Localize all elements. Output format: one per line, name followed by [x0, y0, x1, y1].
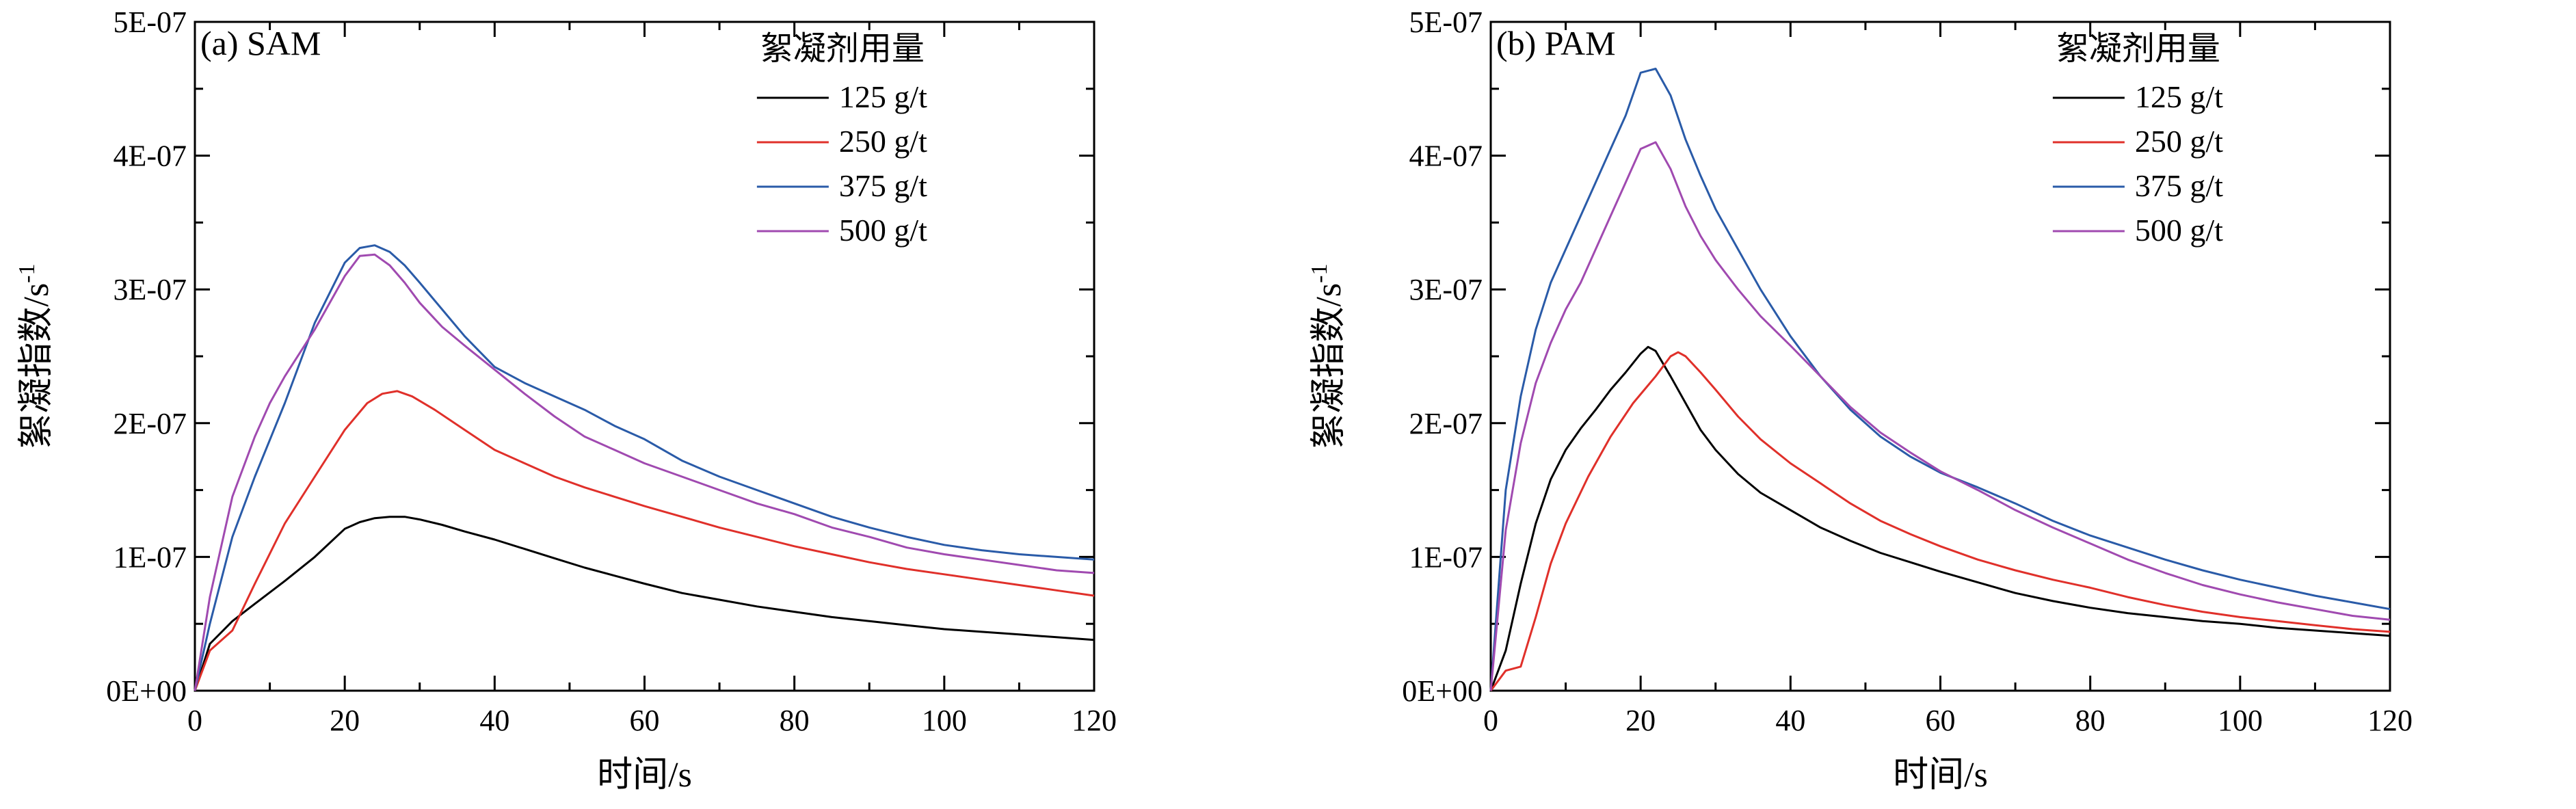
series-line-250-g-t — [1489, 351, 2391, 691]
legend-entry-label: 500 g/t — [839, 213, 927, 248]
y-tick-label: 5E-07 — [1409, 5, 1483, 39]
x-tick-label: 100 — [2218, 704, 2263, 737]
series-line-125-g-t — [194, 516, 1095, 691]
x-tick-label: 60 — [1926, 704, 1956, 737]
y-tick-label: 4E-07 — [1409, 140, 1483, 173]
x-axis-title: 时间/s — [597, 756, 692, 795]
chart-panel-a: 0 20 40 60 80 100 120 0E+00 1E-07 2E-07 3E-07 4E-07… — [14, 5, 1117, 795]
y-tick-label: 2E-07 — [1409, 407, 1483, 440]
x-tick-label: 120 — [1072, 704, 1117, 737]
x-axis-title: 时间/s — [1893, 756, 1988, 795]
legend-entry-label: 250 g/t — [2135, 124, 2223, 159]
y-axis-title-superscript: -1 — [14, 263, 40, 282]
x-tick-label: 20 — [330, 704, 360, 737]
legend-entry-label: 375 g/t — [839, 168, 927, 203]
legend-entry-label: 125 g/t — [839, 79, 927, 114]
y-axis-title-superscript: -1 — [1307, 263, 1332, 282]
y-tick-label: 5E-07 — [113, 5, 187, 39]
legend-title: 絮凝剂用量 — [2056, 31, 2220, 67]
legend: 絮凝剂用量 125 g/t 250 g/t 375 g/t 500 g/t — [2052, 31, 2223, 248]
x-tick-label: 60 — [630, 704, 660, 737]
legend-entry-label: 125 g/t — [2135, 79, 2223, 114]
y-tick-label: 1E-07 — [1409, 540, 1483, 574]
x-tick-label: 80 — [2075, 704, 2106, 737]
x-tick-label: 80 — [780, 704, 810, 737]
legend-title: 絮凝剂用量 — [760, 31, 925, 67]
x-tick-label: 100 — [922, 704, 967, 737]
series-line-500-g-t — [194, 253, 1095, 691]
y-tick-label: 2E-07 — [113, 407, 187, 440]
plot-frame — [194, 21, 1096, 692]
series-line-375-g-t — [1489, 68, 2391, 691]
y-tick-label: 1E-07 — [113, 540, 187, 574]
y-axis-title-text: 絮凝指数/s — [17, 283, 56, 449]
x-tick-label: 40 — [479, 704, 509, 737]
y-tick-label: 0E+00 — [106, 674, 187, 708]
legend-entry-label: 375 g/t — [2135, 168, 2223, 203]
legend-entry-label: 250 g/t — [839, 124, 927, 159]
panel-label: (b) PAM — [1496, 24, 1616, 62]
x-tick-label: 0 — [187, 704, 202, 737]
series-line-125-g-t — [1489, 345, 2391, 691]
series-line-375-g-t — [194, 244, 1095, 691]
legend: 絮凝剂用量 125 g/t 250 g/t 375 g/t 500 g/t — [756, 31, 927, 248]
panel-label: (a) SAM — [200, 24, 321, 62]
chart-panel-b: 0 20 40 60 80 100 120 0E+00 1E-07 2E-07 3E-07 4E-07… — [1307, 5, 2413, 795]
y-axis-title: 絮凝指数/s-1 — [14, 263, 56, 449]
series-line-500-g-t — [1489, 141, 2391, 691]
y-axis-title-text: 絮凝指数/s — [1310, 283, 1349, 449]
x-tick-label: 20 — [1625, 704, 1656, 737]
y-tick-label: 0E+00 — [1402, 674, 1483, 708]
plot-frame — [1489, 21, 2391, 692]
series-line-250-g-t — [194, 390, 1095, 691]
x-tick-label: 0 — [1483, 704, 1498, 737]
x-tick-label: 40 — [1775, 704, 1805, 737]
x-tick-label: 120 — [2367, 704, 2413, 737]
y-axis-title: 絮凝指数/s-1 — [1307, 263, 1349, 449]
y-tick-label: 4E-07 — [113, 140, 187, 173]
y-tick-label: 3E-07 — [1409, 273, 1483, 306]
legend-entry-label: 500 g/t — [2135, 213, 2223, 248]
y-tick-label: 3E-07 — [113, 273, 187, 306]
